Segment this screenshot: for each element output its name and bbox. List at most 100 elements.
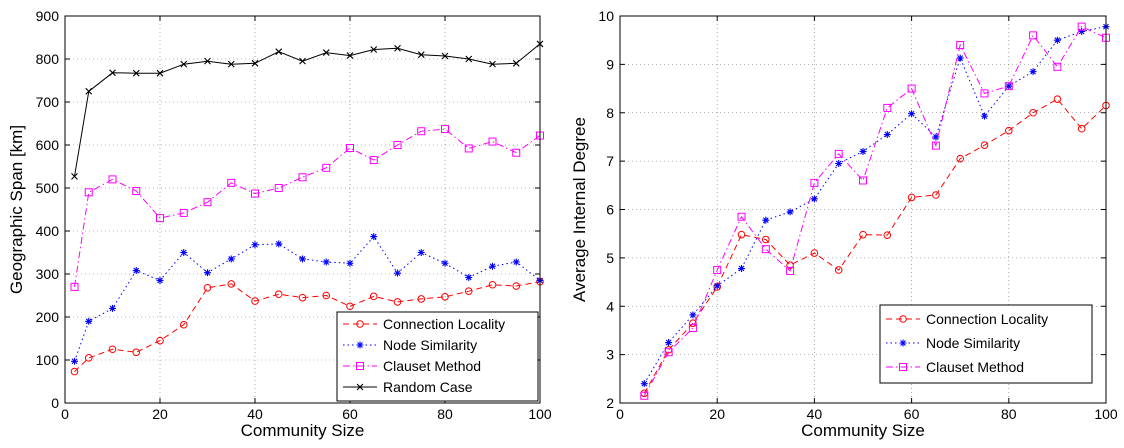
legend-label: Connection Locality xyxy=(383,316,505,332)
data-point xyxy=(713,282,721,290)
data-point xyxy=(441,125,449,134)
legend-box xyxy=(879,304,1093,384)
data-point xyxy=(835,160,843,168)
x-tick-label: 80 xyxy=(1001,406,1017,422)
data-point xyxy=(640,391,649,400)
x-tick-label: 60 xyxy=(904,406,920,422)
data-point xyxy=(394,44,401,52)
data-point xyxy=(132,69,140,77)
data-point xyxy=(1029,68,1037,76)
legend-marker xyxy=(356,383,364,391)
legend-label: Connection Locality xyxy=(926,311,1048,327)
legend-box xyxy=(336,311,539,402)
data-point xyxy=(274,290,283,299)
data-point xyxy=(883,231,892,239)
data-point xyxy=(810,249,819,257)
data-point xyxy=(180,249,188,256)
data-point xyxy=(956,154,965,163)
data-point xyxy=(1053,62,1062,71)
data-point xyxy=(298,293,307,302)
data-point xyxy=(512,282,521,290)
data-point xyxy=(71,357,78,365)
data-point xyxy=(394,269,401,277)
data-point xyxy=(441,259,449,267)
y-tick-label: 800 xyxy=(36,51,60,67)
y-tick-label: 600 xyxy=(36,137,60,153)
data-point xyxy=(370,233,378,241)
data-point xyxy=(417,127,426,136)
data-point xyxy=(761,245,770,254)
data-point xyxy=(346,52,354,59)
axes-frame xyxy=(619,15,1107,404)
y-tick-label: 500 xyxy=(36,180,60,196)
data-point xyxy=(1077,22,1086,31)
data-point xyxy=(786,208,794,216)
data-point xyxy=(275,48,283,56)
y-tick-label: 100 xyxy=(36,352,60,368)
data-point xyxy=(762,216,770,224)
series-clauset-method xyxy=(70,125,544,291)
y-tick-label: 7 xyxy=(606,153,614,169)
y-tick-label: 10 xyxy=(598,8,614,24)
data-point xyxy=(417,249,425,256)
data-point xyxy=(109,304,116,312)
data-point xyxy=(1053,95,1062,104)
legend-marker xyxy=(356,362,364,370)
data-point xyxy=(70,282,79,291)
x-tick-label: 20 xyxy=(152,406,168,422)
data-point xyxy=(980,141,989,149)
x-tick-label: 80 xyxy=(437,406,453,422)
series-clauset-method xyxy=(640,22,1110,400)
data-point xyxy=(369,292,378,301)
data-point xyxy=(156,336,164,345)
data-point xyxy=(156,214,164,223)
data-point xyxy=(393,141,402,149)
data-point xyxy=(346,144,354,153)
data-point xyxy=(932,191,940,199)
y-axis-label: Geographic Span [km] xyxy=(7,125,26,294)
grid xyxy=(65,16,540,403)
data-point xyxy=(251,241,259,249)
series-line xyxy=(643,98,1107,394)
y-tick-label: 8 xyxy=(606,105,614,121)
data-point xyxy=(227,178,236,187)
y-tick-label: 3 xyxy=(606,347,614,363)
series-connection-locality xyxy=(640,95,1110,398)
data-point xyxy=(488,137,497,146)
data-point xyxy=(227,255,235,263)
data-point xyxy=(108,175,117,184)
data-point xyxy=(932,133,940,141)
data-point xyxy=(981,112,988,120)
data-point xyxy=(489,60,496,68)
data-point xyxy=(204,57,211,65)
data-point xyxy=(980,89,989,98)
data-point xyxy=(322,291,331,300)
data-point xyxy=(370,46,378,53)
y-tick-label: 400 xyxy=(36,223,60,239)
y-axis-label: Average Internal Degree xyxy=(570,117,589,302)
data-point xyxy=(84,354,93,362)
series-random-case xyxy=(71,40,544,180)
data-point xyxy=(203,198,212,207)
data-point xyxy=(156,276,164,284)
data-point xyxy=(274,184,283,192)
data-point xyxy=(85,317,93,325)
axes-frame xyxy=(64,15,541,404)
legend: Connection Locality Node Similarity Clause… xyxy=(879,304,1093,384)
data-point xyxy=(640,380,648,388)
series-node-similarity xyxy=(71,233,544,365)
data-point xyxy=(664,348,673,357)
data-point xyxy=(132,267,140,275)
data-point xyxy=(810,195,818,203)
data-point xyxy=(298,173,307,182)
data-point xyxy=(512,148,521,157)
data-point xyxy=(251,297,259,305)
x-tick-label: 40 xyxy=(807,406,823,422)
legend-label: Clauset Method xyxy=(383,358,481,374)
series-line xyxy=(74,128,541,287)
data-point xyxy=(441,52,449,60)
data-point xyxy=(84,188,93,197)
data-point xyxy=(907,193,916,202)
data-point xyxy=(417,51,425,59)
data-point xyxy=(369,156,378,165)
